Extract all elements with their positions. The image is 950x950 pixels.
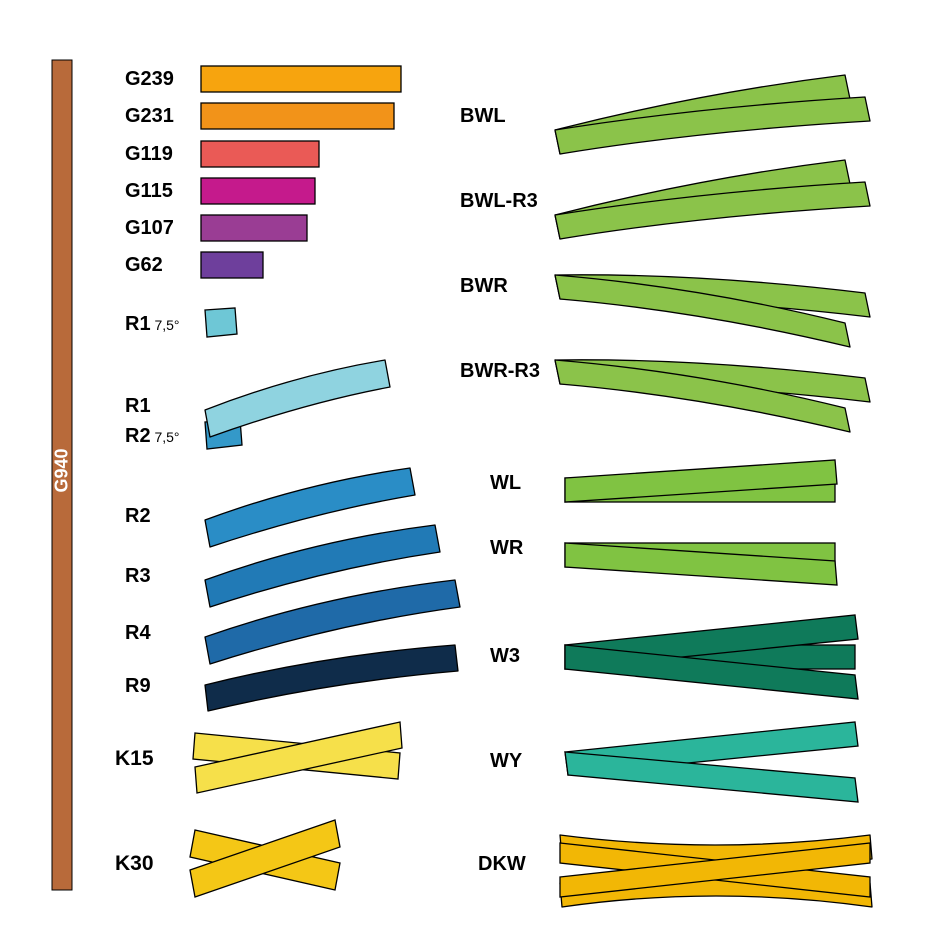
item-label: BWL [460, 105, 506, 128]
item-label: W3 [490, 645, 520, 668]
item-label: DKW [478, 853, 526, 876]
item-label: G119 [125, 143, 173, 166]
item-label: G115 [125, 180, 173, 203]
item-label: R3 [125, 565, 151, 588]
double-slip-crossing [555, 825, 885, 915]
curve-small-r1s [205, 310, 255, 350]
item-label: BWR-R3 [460, 360, 540, 383]
item-label: G62 [125, 254, 163, 277]
curve-r9 [175, 640, 465, 720]
item-label: WY [490, 750, 522, 773]
straight-g107 [200, 214, 310, 244]
item-label: WL [490, 472, 521, 495]
item-label: K30 [115, 852, 154, 876]
item-label: K15 [115, 747, 154, 771]
straight-g115 [200, 177, 318, 207]
straight-g231 [200, 102, 397, 132]
item-label: R2 7,5° [125, 425, 180, 448]
item-label: R1 [125, 395, 151, 418]
switch-wr [560, 525, 850, 595]
item-label: R4 [125, 622, 151, 645]
wye-switch [560, 720, 870, 815]
item-label: G239 [125, 68, 174, 91]
item-label: BWL-R3 [460, 190, 538, 213]
switch-wl [560, 460, 850, 530]
crossing-k30 [190, 815, 360, 905]
crossing-k15 [180, 715, 410, 795]
straight-g239 [200, 65, 404, 95]
item-label: R1 7,5° [125, 313, 180, 336]
straight-g62 [200, 251, 266, 281]
curve-r1 [175, 355, 395, 445]
straight-g119 [200, 140, 322, 170]
item-label: R9 [125, 675, 151, 698]
item-label: G231 [125, 105, 174, 128]
three-way-switch [560, 610, 870, 715]
sidebar-label: G940 [52, 448, 73, 492]
item-label: BWR [460, 275, 508, 298]
curved-switch-bwrr3 [530, 330, 890, 435]
item-label: G107 [125, 217, 174, 240]
item-label: R2 [125, 505, 151, 528]
item-label: WR [490, 537, 523, 560]
